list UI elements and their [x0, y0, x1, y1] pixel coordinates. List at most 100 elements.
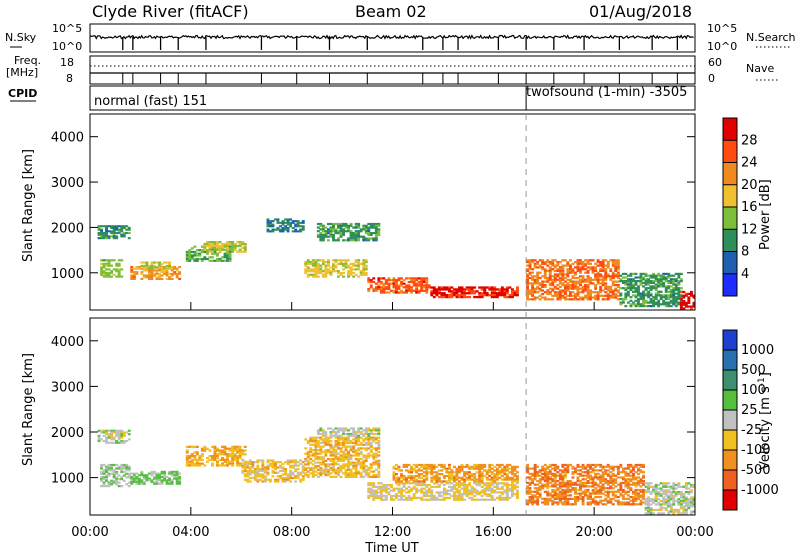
vel-cell — [418, 480, 421, 482]
power-cell — [687, 293, 690, 295]
power-cell — [665, 280, 668, 282]
vel-cell — [234, 449, 237, 451]
power-cell — [335, 232, 338, 234]
vel-cell — [584, 475, 587, 477]
vel-cell — [624, 503, 627, 505]
vel-cell — [655, 500, 658, 502]
power-cell — [365, 274, 368, 276]
vel-cell — [481, 480, 484, 482]
vel-cell — [440, 482, 443, 484]
power-cell — [105, 265, 108, 267]
vel-cell — [534, 496, 537, 498]
power-cell — [546, 265, 549, 267]
vel-y-tick-label: 3000 — [51, 380, 84, 395]
vel-cell — [569, 491, 572, 493]
power-cell — [604, 298, 607, 300]
vel-cell — [362, 471, 365, 473]
power-cell — [108, 268, 111, 270]
power-cell — [572, 277, 575, 279]
power-cell — [163, 273, 166, 275]
power-cell — [556, 284, 559, 286]
vel-cell — [163, 479, 166, 481]
vel-cell — [367, 429, 370, 431]
vel-cell — [640, 466, 643, 468]
vel-cell — [448, 473, 451, 475]
power-cell — [156, 262, 159, 264]
vel-cell — [287, 463, 290, 465]
vel-cell — [367, 427, 370, 429]
vel-cell — [481, 464, 484, 466]
power-cbar-swatch — [723, 207, 737, 230]
power-cell — [284, 222, 287, 224]
vel-cell — [463, 466, 466, 468]
power-cell — [617, 291, 620, 293]
vel-cell — [418, 469, 421, 471]
vel-cell — [153, 478, 156, 480]
vel-cell — [377, 497, 380, 499]
vel-cell — [335, 458, 338, 460]
vel-cell — [471, 493, 474, 495]
vel-cell — [251, 477, 254, 479]
power-cell — [153, 262, 156, 264]
vel-cell — [536, 480, 539, 482]
power-cell — [569, 281, 572, 283]
vel-cell — [433, 468, 436, 470]
vel-cell — [443, 468, 446, 470]
vel-cell — [415, 471, 418, 473]
vel-cell — [382, 495, 385, 497]
vel-cell — [400, 469, 403, 471]
power-cell — [365, 266, 368, 268]
power-cell — [380, 283, 383, 285]
power-cell — [614, 270, 617, 272]
vel-cell — [400, 488, 403, 490]
vel-cell — [304, 453, 307, 455]
power-cell — [103, 276, 106, 278]
vel-cell — [561, 485, 564, 487]
vel-cell — [541, 487, 544, 489]
power-cell — [221, 249, 224, 251]
power-cell — [430, 294, 433, 296]
vel-cell — [340, 427, 343, 429]
vel-cell — [355, 458, 358, 460]
vel-cell — [413, 495, 416, 497]
vel-cell — [458, 480, 461, 482]
power-cell — [534, 259, 537, 261]
power-cell — [667, 287, 670, 289]
vel-cell — [440, 466, 443, 468]
vel-cell — [188, 464, 191, 466]
power-cell — [415, 279, 418, 281]
vel-cell — [622, 491, 625, 493]
power-cell — [468, 296, 471, 298]
power-cell — [191, 251, 194, 253]
power-cell — [304, 265, 307, 267]
vel-cell — [589, 478, 592, 480]
vel-cell — [483, 475, 486, 477]
vel-cell — [425, 473, 428, 475]
power-cell — [660, 298, 663, 300]
x-tick-label: 00:00 — [71, 525, 108, 540]
freq-traces — [90, 66, 695, 84]
vel-cell — [622, 482, 625, 484]
vel-cell — [256, 475, 259, 477]
vel-cell — [400, 495, 403, 497]
power-cell — [317, 259, 320, 261]
power-cell — [342, 276, 345, 278]
power-cell — [108, 230, 111, 232]
power-cell — [216, 254, 219, 256]
vel-cell — [108, 430, 111, 432]
power-cell — [345, 239, 348, 241]
vel-cell — [390, 495, 393, 497]
vel-cell — [370, 438, 373, 440]
vel-region-6 — [317, 427, 380, 437]
power-cell — [622, 302, 625, 304]
power-cell — [630, 305, 633, 307]
power-cell — [302, 222, 305, 224]
power-cell — [118, 232, 121, 234]
power-cell — [398, 279, 401, 281]
vel-cell — [609, 471, 612, 473]
power-cell — [536, 297, 539, 299]
power-cell — [564, 277, 567, 279]
vel-cell — [209, 455, 212, 457]
power-cell — [317, 236, 320, 238]
power-cell — [577, 270, 580, 272]
